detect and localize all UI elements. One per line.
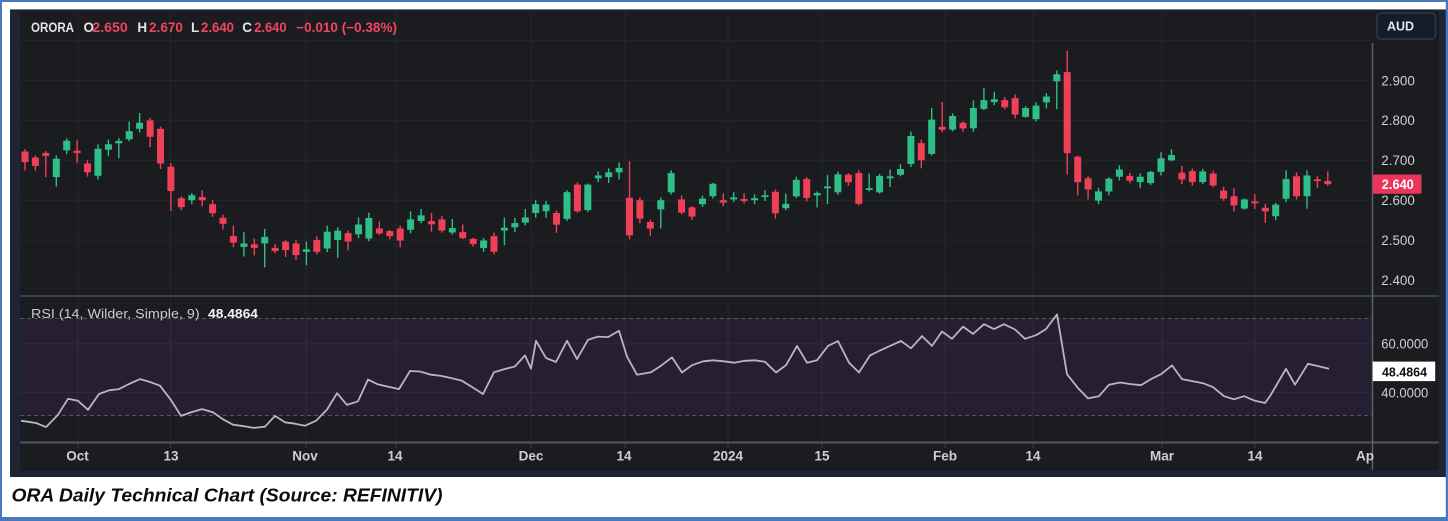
svg-text:14: 14 [616,449,632,464]
svg-text:2.800: 2.800 [1381,113,1415,128]
svg-text:2.640: 2.640 [1382,177,1414,192]
svg-text:15: 15 [814,449,830,464]
svg-text:2.600: 2.600 [1381,193,1415,208]
svg-text:RSI (14, Wilder, Simple, 9)48.: RSI (14, Wilder, Simple, 9) 48.4864 [31,306,259,321]
svg-text:2.500: 2.500 [1381,233,1415,248]
svg-text:Feb: Feb [933,449,957,464]
svg-text:40.0000: 40.0000 [1381,385,1428,400]
svg-text:2024: 2024 [713,449,744,464]
svg-text:14: 14 [1025,449,1041,464]
svg-text:13: 13 [163,449,179,464]
svg-text:ORA Daily Technical Chart (Sou: ORA Daily Technical Chart (Source: REFIN… [12,485,443,506]
svg-text:Nov: Nov [292,449,318,464]
svg-text:14: 14 [1247,449,1263,464]
svg-text:2.400: 2.400 [1381,273,1415,288]
svg-text:48.4864: 48.4864 [1382,364,1428,379]
svg-text:AUD: AUD [1387,20,1414,34]
svg-text:Mar: Mar [1150,449,1175,464]
svg-text:2.900: 2.900 [1381,73,1415,88]
svg-text:2.700: 2.700 [1381,153,1415,168]
svg-text:Ap: Ap [1356,449,1374,464]
svg-text:Oct: Oct [66,449,89,464]
svg-text:60.0000: 60.0000 [1381,337,1428,352]
svg-text:Dec: Dec [519,449,544,464]
svg-text:14: 14 [387,449,403,464]
